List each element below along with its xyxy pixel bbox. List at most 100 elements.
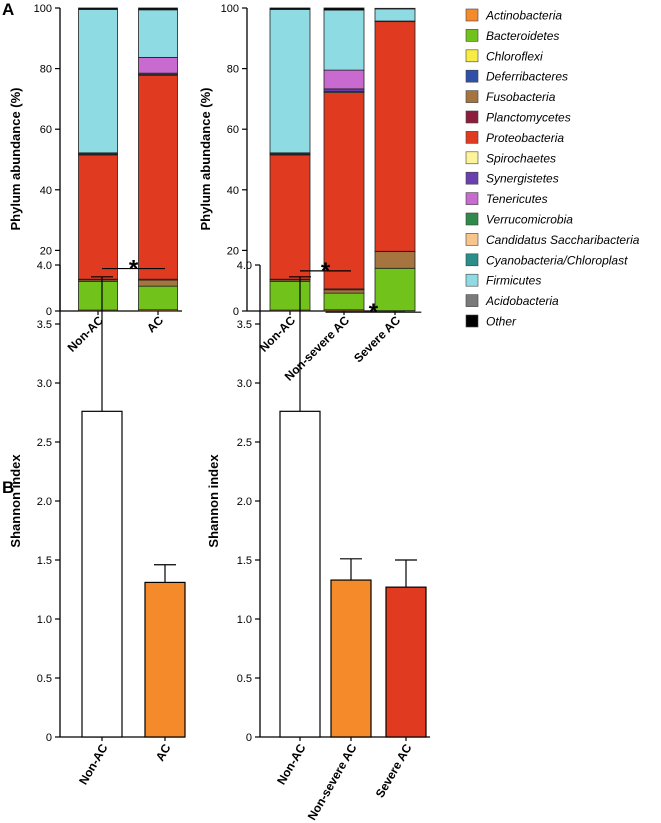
legend-swatch-bacteroidetes bbox=[465, 29, 479, 42]
a2-y-tick-label: 100 bbox=[221, 3, 239, 15]
a1-y-tick-label: 80 bbox=[40, 64, 52, 76]
b1-y-tick-label: 0 bbox=[46, 732, 52, 744]
legend-item-candidatus-saccharibacteria: Candidatus Saccharibacteria bbox=[465, 233, 640, 247]
legend-swatch-planctomycetes bbox=[465, 110, 479, 124]
b1-y-tick-label: 3.0 bbox=[37, 378, 52, 390]
b1-y-tick-label: 2.0 bbox=[37, 496, 52, 508]
legend-item-synergistetes: Synergistetes bbox=[465, 171, 559, 186]
b1-bar-ac bbox=[144, 581, 186, 738]
legend-swatch-cyanobacteria-chloroplast bbox=[465, 253, 479, 267]
legend-label-deferribacteres: Deferribacteres bbox=[486, 70, 568, 84]
legend-item-verrucomicrobia: Verrucomicrobia bbox=[465, 212, 573, 227]
legend-label-verrucomicrobia: Verrucomicrobia bbox=[486, 213, 573, 227]
a2-bar-severe-ac-fusobacteria bbox=[374, 251, 416, 269]
legend-swatch-proteobacteria bbox=[465, 131, 479, 144]
chart-b1-shannon-index: 0 0.5 1.0 1.5 2.0 2.5 3.0 3.5 4.0 Shannon index No… bbox=[8, 256, 186, 787]
legend-item-deferribacteres: Deferribacteres bbox=[465, 69, 568, 84]
legend-item-planctomycetes: Planctomycetes bbox=[465, 110, 571, 125]
legend-swatch-other bbox=[465, 314, 479, 328]
b2-y-tick-label: 2.0 bbox=[237, 496, 252, 508]
b2-y-tick-label: 0.5 bbox=[237, 673, 252, 685]
b2-y-tick-label: 4.0 bbox=[237, 260, 252, 272]
legend-swatch-fusobacteria bbox=[465, 90, 479, 103]
legend-swatch-verrucomicrobia bbox=[465, 212, 479, 226]
b1-x-label-non-ac: Non-AC bbox=[76, 741, 111, 787]
legend-item-proteobacteria: Proteobacteria bbox=[465, 131, 564, 145]
a2-bar-severe-ac-proteobacteria bbox=[374, 21, 416, 252]
legend-swatch-tenericutes bbox=[465, 192, 479, 205]
legend-item-firmicutes: Firmicutes bbox=[465, 273, 541, 288]
a1-bar-non-ac-proteobacteria bbox=[78, 154, 118, 280]
b2-y-tick-label: 1.0 bbox=[237, 614, 252, 626]
legend-swatch-firmicutes bbox=[465, 273, 479, 287]
legend-item-other: Other bbox=[465, 314, 517, 329]
legend-swatch-deferribacteres bbox=[465, 69, 479, 83]
a2-bar-severe-ac-firmicutes bbox=[374, 8, 416, 22]
b1-x-label-ac: AC bbox=[153, 741, 174, 763]
a1-y-tick-label: 100 bbox=[34, 3, 52, 15]
b2-y-tick-label: 1.5 bbox=[237, 555, 252, 567]
a2-x-label-non-ac: Non-AC bbox=[257, 313, 299, 355]
b2-significance-star-0: * bbox=[321, 258, 331, 285]
a1-y-tick-label: 60 bbox=[40, 124, 52, 136]
a1-bar-non-ac-bacteroidetes bbox=[78, 280, 118, 311]
b1-significance-star-0: * bbox=[129, 256, 139, 283]
b1-y-tick-label: 0.5 bbox=[37, 673, 52, 685]
legend-label-tenericutes: Tenericutes bbox=[486, 192, 548, 206]
b2-y-tick-label: 3.0 bbox=[237, 378, 252, 390]
a1-bar-ac-proteobacteria bbox=[138, 74, 178, 280]
a2-y-tick-label: 40 bbox=[227, 185, 239, 197]
a2-bar-non-severe-ac-bacteroidetes bbox=[323, 292, 365, 311]
b2-y-tick-label: 0 bbox=[246, 732, 252, 744]
legend-label-cyanobacteria-chloroplast: Cyanobacteria/Chloroplast bbox=[486, 253, 628, 267]
legend-label-fusobacteria: Fusobacteria bbox=[486, 90, 556, 104]
panel-label-a: A bbox=[2, 0, 14, 19]
legend-item-tenericutes: Tenericutes bbox=[465, 192, 548, 206]
b2-x-label-severe-ac: Severe AC bbox=[373, 741, 415, 800]
chart-a1-stacked-abundance: 0 20 40 60 80 100 Phylum abundance (%) Non-AC AC bbox=[8, 3, 182, 355]
a1-bar-non-ac-other bbox=[78, 7, 118, 10]
b1-bar-non-ac bbox=[81, 410, 123, 738]
legend-label-spirochaetes: Spirochaetes bbox=[486, 151, 556, 165]
a1-bar-ac-bacteroidetes bbox=[138, 285, 178, 311]
a1-y-tick-label: 0 bbox=[46, 306, 52, 318]
legend-item-actinobacteria: Actinobacteria bbox=[465, 8, 562, 23]
legend-swatch-synergistetes bbox=[465, 171, 479, 185]
a2-bar-non-severe-ac-tenericutes bbox=[323, 69, 365, 90]
b1-y-tick-label: 2.5 bbox=[37, 437, 52, 449]
legend-label-other: Other bbox=[486, 315, 517, 329]
a2-bar-non-severe-ac-proteobacteria bbox=[323, 92, 365, 290]
legend-swatch-candidatus-saccharibacteria bbox=[465, 233, 479, 246]
a2-bar-non-ac-other bbox=[269, 7, 311, 10]
legend-item-cyanobacteria-chloroplast: Cyanobacteria/Chloroplast bbox=[465, 253, 628, 267]
a1-y-axis-title: Phylum abundance (%) bbox=[8, 87, 23, 230]
legend-label-proteobacteria: Proteobacteria bbox=[486, 131, 564, 145]
legend-swatch-spirochaetes bbox=[465, 151, 479, 165]
legend-item-acidobacteria: Acidobacteria bbox=[465, 294, 559, 308]
b2-x-label-non-severe-ac: Non-severe AC bbox=[305, 741, 360, 822]
legend-swatch-acidobacteria bbox=[465, 294, 479, 307]
a1-bar-non-ac-firmicutes bbox=[78, 9, 118, 154]
a2-bar-non-severe-ac-synergistetes bbox=[323, 88, 365, 93]
b2-x-label-non-ac: Non-AC bbox=[274, 741, 309, 787]
phylum-legend: Actinobacteria Bacteroidetes Chloroflexi De… bbox=[465, 8, 640, 329]
a2-bar-non-severe-ac-other bbox=[323, 7, 365, 11]
b2-y-axis-title: Shannon index bbox=[206, 454, 221, 548]
a1-bar-ac-firmicutes bbox=[138, 9, 178, 58]
legend-item-bacteroidetes: Bacteroidetes bbox=[465, 29, 559, 43]
b1-y-tick-label: 4.0 bbox=[37, 260, 52, 272]
a1-y-tick-label: 40 bbox=[40, 185, 52, 197]
legend-label-chloroflexi: Chloroflexi bbox=[486, 49, 543, 63]
a1-x-label-ac: AC bbox=[144, 313, 166, 335]
legend-label-acidobacteria: Acidobacteria bbox=[485, 294, 559, 308]
a1-bar-ac-fusobacteria bbox=[138, 279, 178, 287]
legend-swatch-chloroflexi bbox=[465, 49, 479, 63]
legend-swatch-actinobacteria bbox=[465, 8, 479, 22]
a2-y-tick-label: 0 bbox=[233, 306, 239, 318]
legend-item-spirochaetes: Spirochaetes bbox=[465, 151, 556, 165]
b2-significance-star-1: * bbox=[369, 299, 379, 326]
a2-y-axis-title: Phylum abundance (%) bbox=[198, 87, 213, 230]
b2-bar-severe-ac bbox=[385, 586, 427, 738]
